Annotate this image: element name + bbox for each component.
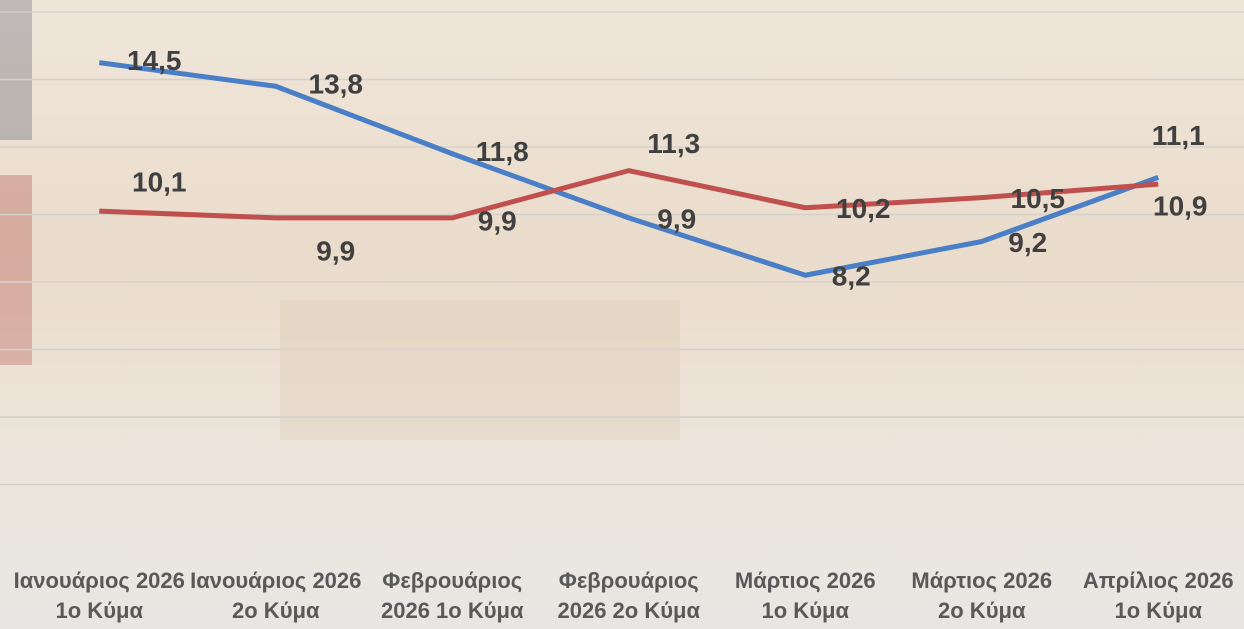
data-label: 13,8 <box>309 69 364 100</box>
x-tick-label: Μάρτιος 2026 1ο Κύμα <box>734 568 876 623</box>
x-tick-label: Φεβρουάριος 2026 1ο Κύμα <box>380 568 524 623</box>
line-series <box>98 60 1160 278</box>
data-label: 9,9 <box>657 203 696 234</box>
data-label: 10,1 <box>132 167 187 198</box>
x-tick-label: Απρίλιος 2026 1ο Κύμα <box>1082 568 1234 623</box>
photo-edge <box>0 0 32 140</box>
x-tick-label: Φεβρουάριος 2026 2ο Κύμα <box>557 568 701 623</box>
x-tick-label: Ιανουάριος 2026 2ο Κύμα <box>190 568 362 623</box>
data-label: 8,2 <box>832 261 871 292</box>
data-label: 10,9 <box>1153 191 1208 222</box>
x-tick-label: Ιανουάριος 2026 1ο Κύμα <box>13 568 185 623</box>
data-label: 11,8 <box>476 136 529 167</box>
photo-edge <box>0 175 32 365</box>
data-label: 11,1 <box>1152 120 1205 151</box>
data-label: 14,5 <box>127 45 182 76</box>
data-label: 10,5 <box>1011 183 1066 214</box>
data-label: 9,9 <box>316 235 355 266</box>
data-label: 11,3 <box>647 128 700 159</box>
data-label: 9,9 <box>478 205 517 236</box>
building <box>280 300 680 440</box>
x-tick-label: Μάρτιος 2026 2ο Κύμα <box>911 568 1053 623</box>
line-series <box>99 168 1159 221</box>
data-label: 10,2 <box>836 193 891 224</box>
data-label: 9,2 <box>1008 227 1047 258</box>
